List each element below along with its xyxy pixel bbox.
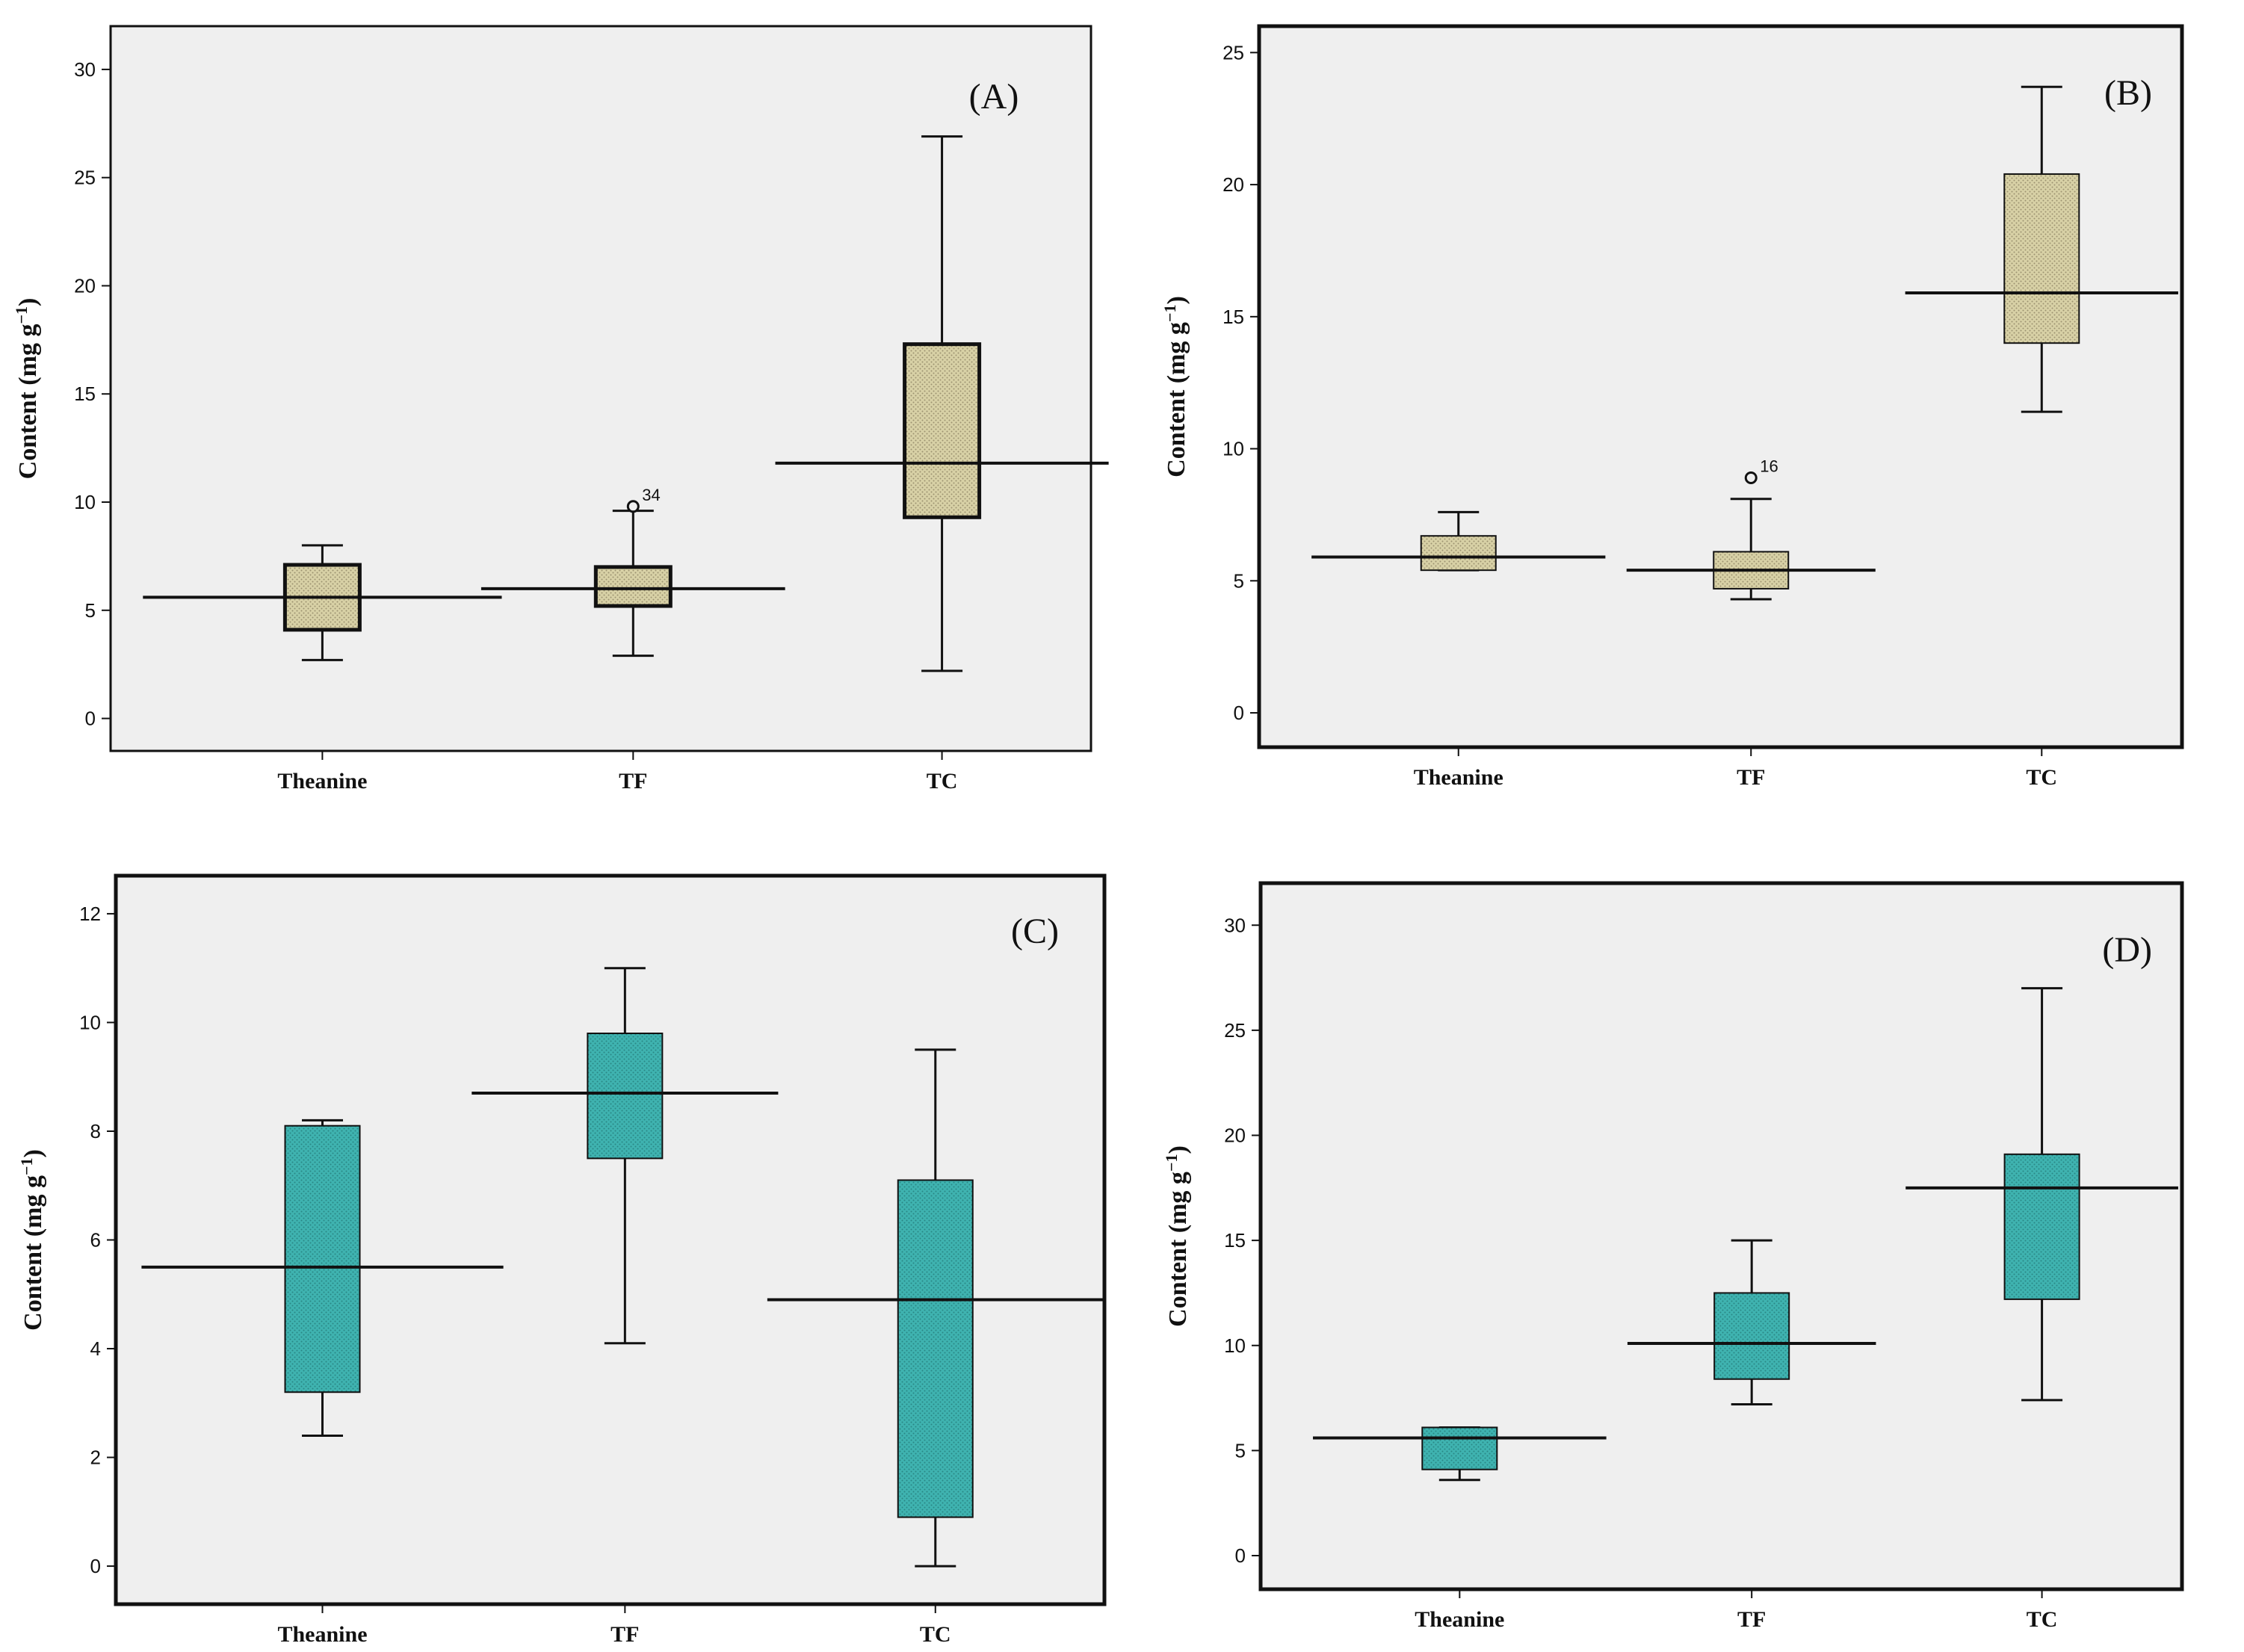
x-tick-label: Theanine <box>1415 1607 1504 1632</box>
x-tick-label: Theanine <box>1414 765 1503 790</box>
y-tick-label: 5 <box>85 599 96 622</box>
outlier-label: 34 <box>642 486 660 504</box>
panel-b: (B) Content (mg g−1) 0 5 10 15 20 25 Theanine T… <box>1160 24 2184 790</box>
x-tick-label: TC <box>2027 1607 2058 1632</box>
panel-label: (C) <box>1011 912 1059 951</box>
x-tick-label: TF <box>1737 765 1765 790</box>
panel-label: (B) <box>2104 73 2152 113</box>
y-tick-label: 25 <box>1224 1019 1246 1042</box>
x-tick-label: TC <box>920 1622 951 1647</box>
panel-label: (A) <box>969 77 1019 117</box>
y-axis-label: Content (mg g−1) <box>1162 1145 1192 1327</box>
y-axis-label: Content (mg g−1) <box>1160 296 1190 477</box>
outlier-point <box>626 500 640 513</box>
box-tf <box>593 565 673 608</box>
box-theanine <box>1420 535 1497 572</box>
y-axis-label: Content (mg g−1) <box>12 298 42 480</box>
y-tick-label: 10 <box>1223 438 1244 460</box>
x-tick-label: TF <box>1737 1607 1766 1632</box>
y-tick-label: 0 <box>90 1555 101 1577</box>
box-tf <box>1713 1292 1790 1380</box>
y-tick-label: 4 <box>90 1337 101 1360</box>
panel-d: (D) Content (mg g−1) 0 5 10 15 20 25 30 Theanin… <box>1162 881 2184 1632</box>
y-tick-label: 0 <box>1234 702 1244 724</box>
y-tick-label: 15 <box>1224 1229 1246 1252</box>
y-tick-label: 10 <box>74 491 96 513</box>
box-theanine <box>1421 1426 1498 1470</box>
box-tc <box>2003 173 2080 344</box>
x-tick-label: Theanine <box>277 769 367 793</box>
box-tc <box>2003 1153 2080 1300</box>
panel-label: (D) <box>2102 930 2152 970</box>
panel-a: (A) Content (mg g−1) 0 5 10 15 20 25 30 Theanin… <box>12 25 1109 793</box>
y-tick-label: 30 <box>74 58 96 81</box>
y-tick-label: 30 <box>1224 914 1246 936</box>
y-tick-label: 10 <box>79 1011 101 1033</box>
y-tick-label: 5 <box>1235 1439 1246 1461</box>
y-tick-label: 0 <box>85 708 96 730</box>
y-axis-label: Content (mg g−1) <box>17 1149 47 1331</box>
box-tc <box>897 1179 974 1518</box>
outlier-label: 16 <box>1760 457 1778 475</box>
y-tick-label: 20 <box>1224 1124 1246 1147</box>
box-tf <box>587 1033 664 1160</box>
x-tick-label: TC <box>2026 765 2057 790</box>
x-tick-label: TF <box>619 769 647 793</box>
y-tick-label: 5 <box>1234 569 1244 592</box>
box-tc <box>903 342 982 519</box>
y-tick-label: 25 <box>1223 41 1244 64</box>
panel-c: (C) Content (mg g−1) 0 2 4 6 8 10 12 Theanine TF… <box>17 873 1107 1647</box>
y-tick-label: 0 <box>1235 1544 1246 1567</box>
y-tick-label: 25 <box>74 167 96 189</box>
y-tick-label: 8 <box>90 1120 101 1142</box>
x-tick-label: TC <box>927 769 958 793</box>
y-tick-label: 15 <box>1223 306 1244 328</box>
plot-area <box>1257 24 2184 749</box>
y-tick-label: 20 <box>1223 173 1244 196</box>
y-tick-label: 6 <box>90 1229 101 1252</box>
y-tick-label: 2 <box>90 1447 101 1469</box>
box-theanine <box>284 1124 361 1393</box>
x-tick-label: TF <box>611 1622 639 1647</box>
outlier-point <box>1744 471 1758 484</box>
y-tick-label: 20 <box>74 274 96 297</box>
y-tick-label: 10 <box>1224 1334 1246 1357</box>
y-tick-label: 15 <box>74 383 96 405</box>
y-tick-label: 12 <box>79 903 101 925</box>
x-tick-label: Theanine <box>277 1622 367 1647</box>
